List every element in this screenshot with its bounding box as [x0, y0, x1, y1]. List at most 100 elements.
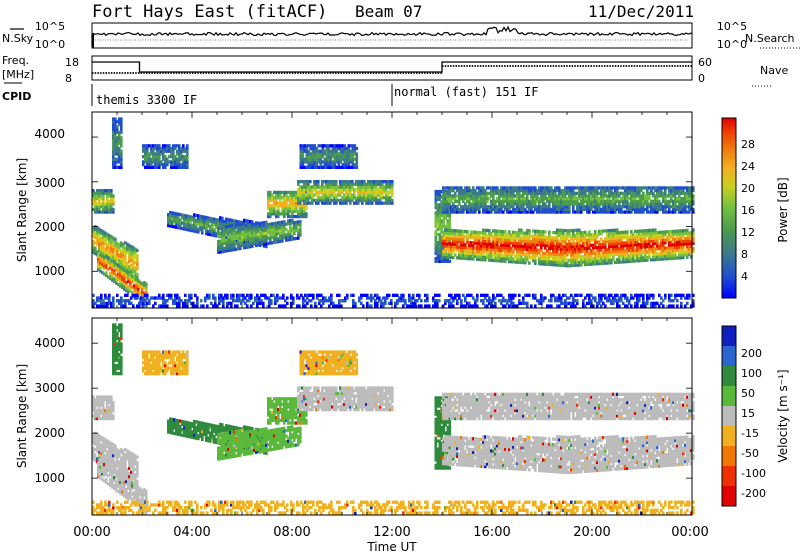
power-cell: [610, 194, 613, 198]
power-cell: [315, 188, 318, 192]
power-cell: [381, 180, 384, 184]
power-cell: [329, 198, 332, 203]
power-cell: [452, 237, 455, 241]
power-cell: [253, 225, 256, 229]
power-cell: [630, 186, 633, 190]
power-cell: [305, 165, 309, 169]
power-cell: [622, 249, 625, 253]
power-cell: [646, 239, 649, 243]
power-cell: [321, 193, 324, 197]
power-cell: [144, 157, 147, 161]
power-cell: [534, 186, 537, 190]
power-cell: [498, 237, 501, 241]
power-cell: [620, 236, 623, 240]
power-cell: [636, 256, 639, 260]
power-cell: [598, 229, 601, 233]
power-cell: [580, 249, 583, 254]
power-cell: [100, 293, 103, 297]
power-cell: [498, 202, 501, 206]
power-cell: [526, 231, 529, 235]
power-cell: [462, 256, 465, 260]
power-cell: [656, 230, 659, 235]
power-cell: [578, 260, 581, 264]
power-cell: [128, 301, 131, 305]
power-cell: [124, 304, 127, 308]
power-cell: [688, 244, 691, 248]
power-cell: [347, 155, 351, 159]
power-cell: [186, 160, 189, 164]
power-cell: [594, 191, 597, 195]
power-cell: [261, 224, 264, 228]
power-cell: [442, 207, 445, 212]
power-cell: [121, 277, 124, 282]
power-cell: [275, 229, 278, 233]
power-cell: [616, 189, 619, 193]
power-cell: [126, 264, 129, 268]
power-cell: [558, 210, 561, 214]
power-cell: [652, 210, 655, 214]
power-cell: [335, 180, 338, 184]
power-cell: [508, 235, 511, 240]
power-cell: [269, 193, 272, 197]
power-cell: [106, 248, 109, 253]
power-cell: [556, 260, 559, 264]
power-cell: [482, 233, 485, 238]
power-cell: [162, 301, 165, 305]
power-cell: [442, 186, 445, 190]
power-cell: [104, 234, 107, 238]
power-cell: [474, 189, 477, 193]
power-cell: [154, 157, 157, 161]
power-cell: [566, 199, 569, 203]
power-cell: [139, 291, 142, 295]
power-cell: [269, 196, 272, 200]
power-cell: [253, 241, 256, 245]
power-cell: [279, 226, 282, 230]
power-cell: [118, 165, 121, 169]
power-cell: [359, 190, 362, 195]
power-cell: [502, 235, 505, 239]
power-cell: [311, 201, 314, 205]
power-cell: [584, 199, 587, 203]
power-cell: [630, 238, 633, 242]
power-cell: [118, 248, 121, 252]
power-cell: [99, 266, 102, 270]
power-cell: [185, 225, 188, 229]
power-cell: [466, 210, 469, 214]
power-cell: [367, 185, 370, 189]
power-cell: [646, 202, 649, 206]
power-cell: [584, 246, 587, 251]
power-cell: [247, 226, 250, 230]
power-cell: [474, 233, 477, 237]
power-cell: [496, 191, 499, 195]
power-cell: [638, 194, 641, 198]
power-cell: [646, 191, 649, 195]
power-cell: [98, 296, 101, 300]
power-cell: [622, 244, 625, 248]
power-cell: [110, 207, 113, 212]
power-cell: [116, 138, 119, 143]
power-cell: [128, 249, 131, 253]
power-cell: [249, 228, 252, 232]
power-cell: [195, 221, 198, 226]
power-cell: [167, 215, 170, 220]
power-cell: [624, 235, 627, 240]
power-cell: [345, 198, 348, 203]
power-cell: [514, 260, 517, 264]
power-cell: [371, 188, 374, 192]
power-cell: [136, 296, 139, 300]
power-cell: [588, 257, 591, 261]
power-cell: [492, 191, 495, 195]
power-cell: [630, 199, 633, 203]
power-cell: [115, 276, 118, 280]
power-cell: [434, 222, 438, 226]
power-cell: [446, 189, 450, 194]
power-cell: [608, 194, 611, 198]
power-cell: [502, 205, 505, 209]
power-cell: [630, 202, 633, 206]
power-cell: [341, 188, 344, 192]
power-cell: [646, 205, 649, 209]
power-cell: [351, 193, 354, 197]
power-cell: [293, 204, 296, 208]
date-label: 11/Dec/2011: [588, 2, 694, 21]
power-cell: [363, 180, 366, 184]
